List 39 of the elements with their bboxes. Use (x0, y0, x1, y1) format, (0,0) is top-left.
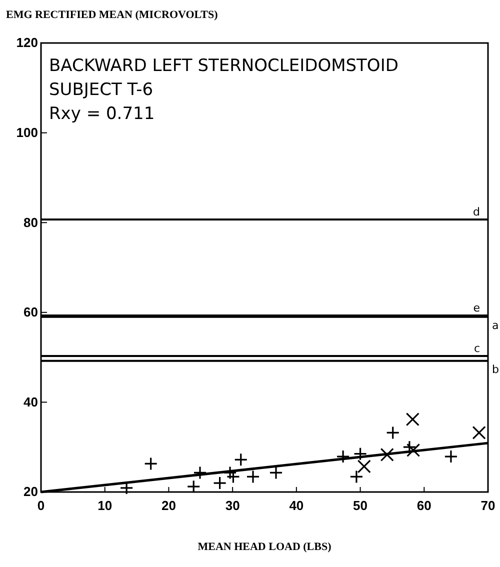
ref-line-label: e (473, 302, 480, 315)
y-tick-label: 60 (24, 304, 38, 320)
y-tick-label: 120 (16, 35, 38, 50)
point (213, 476, 227, 490)
ref-line-label: b (492, 362, 499, 376)
point (336, 450, 350, 464)
annotation: Rxy = 0.711 (49, 104, 155, 124)
y-tick-label: 40 (24, 394, 38, 410)
point (444, 450, 458, 464)
point (246, 470, 260, 484)
x-tick-label: 10 (98, 498, 112, 513)
x-tick-label: 20 (161, 498, 176, 513)
x-tick-label: 40 (289, 498, 304, 513)
y-tick-label: 100 (16, 124, 38, 140)
point (406, 412, 420, 426)
point (406, 443, 420, 458)
x-tick-label: 70 (480, 498, 496, 513)
x-tick-label: 50 (353, 498, 368, 513)
ref-line-label: a (492, 318, 499, 332)
x-tick-label: 60 (416, 498, 432, 513)
ref-line-label: d (473, 205, 480, 218)
annotation: SUBJECT T-6 (49, 80, 154, 100)
x-tick-label: 30 (225, 498, 240, 513)
point (472, 426, 486, 440)
point (386, 426, 400, 440)
point (380, 448, 394, 462)
point (234, 452, 248, 466)
y-tick-label: 80 (24, 214, 38, 230)
point (186, 480, 200, 494)
point (144, 456, 158, 471)
x-tick-label: 0 (37, 498, 45, 513)
point (350, 470, 364, 484)
point (193, 466, 207, 480)
y-axis-title: EMG RECTIFIED MEAN (MICROVOLTS) (6, 9, 218, 21)
y-tick-label: 20 (24, 484, 38, 500)
point (269, 466, 283, 480)
annotation: BACKWARD LEFT STERNOCLEIDOMSTOID (49, 56, 398, 76)
ref-line-label: c (474, 342, 480, 355)
x-axis-title: MEAN HEAD LOAD (LBS) (198, 541, 332, 553)
